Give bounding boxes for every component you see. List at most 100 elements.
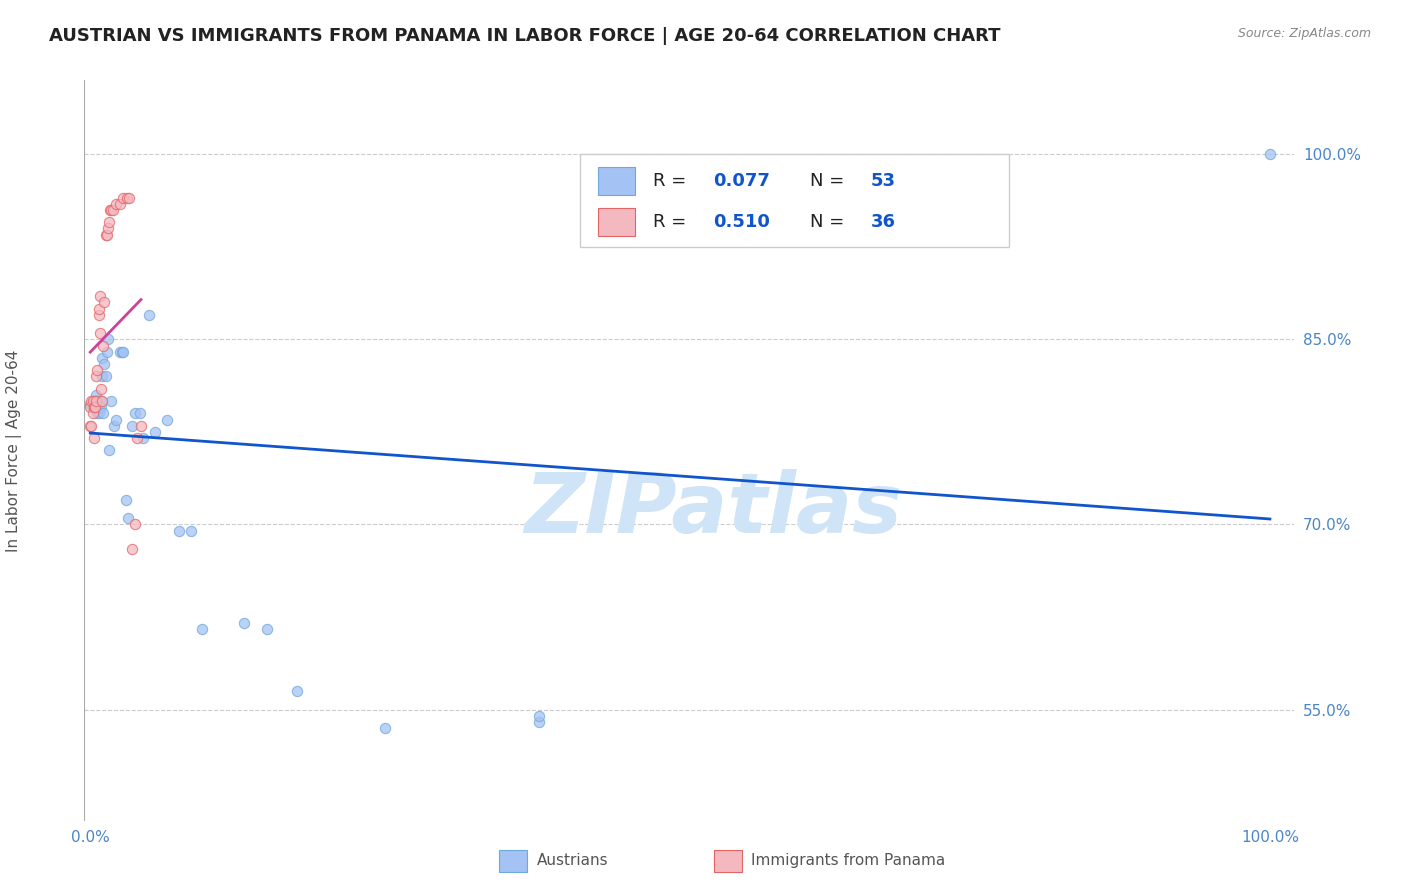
Point bbox=[84, 401, 107, 415]
Point bbox=[103, 418, 125, 433]
Point bbox=[232, 616, 254, 631]
Point bbox=[108, 196, 131, 211]
Point bbox=[90, 401, 112, 415]
Point bbox=[90, 394, 112, 409]
Point bbox=[105, 412, 128, 426]
Point bbox=[156, 412, 179, 426]
Point bbox=[121, 542, 143, 557]
Point bbox=[90, 382, 112, 396]
Point bbox=[100, 394, 122, 409]
FancyBboxPatch shape bbox=[581, 154, 1010, 247]
Point bbox=[80, 418, 103, 433]
Point bbox=[80, 394, 103, 409]
Point bbox=[91, 407, 114, 421]
Point bbox=[84, 388, 107, 402]
Text: AUSTRIAN VS IMMIGRANTS FROM PANAMA IN LABOR FORCE | AGE 20-64 CORRELATION CHART: AUSTRIAN VS IMMIGRANTS FROM PANAMA IN LA… bbox=[49, 27, 1001, 45]
Point bbox=[256, 623, 278, 637]
Point bbox=[98, 443, 121, 458]
Point bbox=[91, 394, 114, 409]
Point bbox=[82, 401, 104, 415]
Point bbox=[86, 401, 108, 415]
Point bbox=[527, 708, 550, 723]
Point bbox=[86, 394, 108, 409]
Point bbox=[91, 351, 114, 365]
Point bbox=[90, 394, 112, 409]
Text: Source: ZipAtlas.com: Source: ZipAtlas.com bbox=[1237, 27, 1371, 40]
Point bbox=[84, 401, 107, 415]
Point bbox=[124, 517, 146, 532]
Point bbox=[87, 394, 110, 409]
Text: R =: R = bbox=[652, 212, 692, 231]
Point bbox=[115, 190, 138, 204]
Point bbox=[112, 190, 135, 204]
Point bbox=[117, 511, 139, 525]
FancyBboxPatch shape bbox=[714, 850, 742, 872]
Point bbox=[83, 394, 105, 409]
Point bbox=[79, 396, 101, 410]
Point bbox=[143, 425, 166, 439]
Point bbox=[128, 407, 150, 421]
Point bbox=[180, 524, 202, 538]
Point bbox=[82, 407, 104, 421]
Text: N =: N = bbox=[810, 212, 849, 231]
Point bbox=[97, 221, 120, 235]
Point bbox=[89, 394, 111, 409]
Point bbox=[91, 338, 114, 352]
Point bbox=[1258, 147, 1281, 161]
Point bbox=[105, 196, 128, 211]
Point bbox=[98, 215, 121, 229]
Y-axis label: In Labor Force | Age 20-64: In Labor Force | Age 20-64 bbox=[6, 350, 22, 551]
Point bbox=[83, 401, 105, 415]
Text: 0.077: 0.077 bbox=[713, 172, 770, 190]
Point bbox=[124, 407, 146, 421]
Point bbox=[96, 227, 118, 242]
Point bbox=[84, 401, 107, 415]
Point bbox=[132, 431, 155, 445]
Text: R =: R = bbox=[652, 172, 692, 190]
Point bbox=[83, 431, 105, 445]
Point bbox=[86, 363, 108, 377]
FancyBboxPatch shape bbox=[499, 850, 527, 872]
Point bbox=[96, 344, 118, 359]
Point bbox=[79, 418, 101, 433]
Point bbox=[89, 326, 111, 341]
Point bbox=[111, 344, 134, 359]
Text: N =: N = bbox=[810, 172, 849, 190]
Point bbox=[89, 394, 111, 409]
Point bbox=[93, 295, 115, 310]
Point bbox=[374, 721, 396, 735]
Point bbox=[527, 714, 550, 729]
Point bbox=[93, 357, 115, 371]
Point bbox=[87, 308, 110, 322]
FancyBboxPatch shape bbox=[599, 208, 634, 235]
Point bbox=[285, 684, 308, 698]
Point bbox=[87, 301, 110, 316]
Point bbox=[191, 623, 214, 637]
Point bbox=[118, 190, 141, 204]
Point bbox=[89, 289, 111, 303]
Point bbox=[138, 308, 160, 322]
Point bbox=[84, 394, 107, 409]
Point bbox=[112, 344, 135, 359]
Text: 53: 53 bbox=[870, 172, 896, 190]
Text: Immigrants from Panama: Immigrants from Panama bbox=[751, 854, 945, 868]
Point bbox=[94, 227, 117, 242]
Point bbox=[79, 401, 101, 415]
Text: 0.510: 0.510 bbox=[713, 212, 770, 231]
Point bbox=[94, 369, 117, 384]
Point bbox=[108, 344, 131, 359]
Point bbox=[87, 407, 110, 421]
Point bbox=[127, 431, 149, 445]
Point bbox=[101, 202, 124, 217]
Point bbox=[100, 202, 122, 217]
Text: 36: 36 bbox=[870, 212, 896, 231]
Point bbox=[86, 407, 108, 421]
Point bbox=[82, 394, 104, 409]
Point bbox=[87, 401, 110, 415]
Point bbox=[84, 369, 107, 384]
Point bbox=[84, 394, 107, 409]
Point bbox=[97, 333, 120, 347]
Point bbox=[84, 394, 107, 409]
Text: Austrians: Austrians bbox=[537, 854, 609, 868]
Point bbox=[167, 524, 190, 538]
